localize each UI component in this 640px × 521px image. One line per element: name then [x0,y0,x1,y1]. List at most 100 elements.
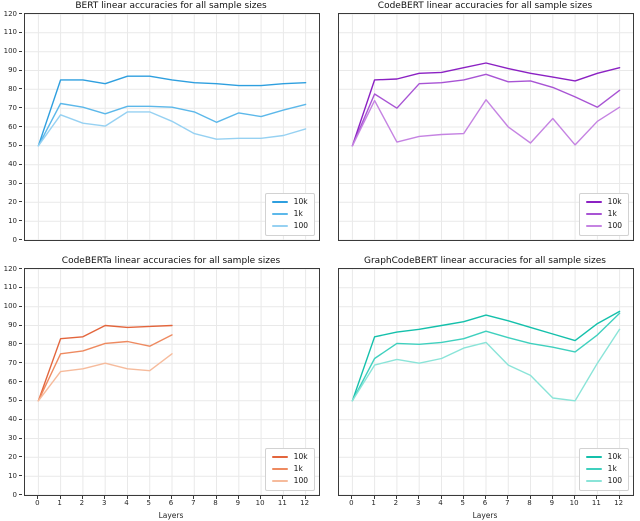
legend: 10k 1k 100 [578,193,629,236]
x-tick-mark [418,496,420,499]
y-tick-mark [19,88,22,90]
legend-label: 100 [293,221,308,230]
y-tick-label: 90 [8,66,17,74]
y-tick-label: 110 [3,283,17,292]
legend-label: 1k [607,209,617,218]
x-tick-mark [462,496,464,499]
x-tick-mark [260,496,262,499]
y-tick-label: 50 [8,396,17,405]
x-tick-label: 4 [438,499,443,507]
legend-item-10k: 10k [271,451,308,463]
x-tick-label: 8 [213,499,218,507]
legend-item-100: 100 [585,475,622,487]
legend-label: 10k [607,197,622,206]
y-tick-label: 120 [3,264,17,273]
series-line-1k [351,73,621,147]
y-tick-mark [19,31,22,33]
x-tick-label: 8 [527,499,532,507]
y-tick-label: 0 [12,235,17,244]
y-tick-label: 0 [12,490,17,499]
y-tick-label: 70 [8,358,17,367]
legend: 10k 1k 100 [264,193,315,236]
x-tick-label: 9 [549,499,555,507]
legend-label: 100 [293,476,308,485]
chart-panel-codeberta: CodeBERTa linear accuracies for all samp… [4,256,320,520]
legend-item-1k: 1k [585,463,622,475]
legend-swatch [271,225,288,227]
y-tick-label: 70 [8,103,17,112]
x-tick-label: 7 [191,499,196,507]
y-tick-mark [19,456,22,458]
y-tick-label: 110 [3,28,17,37]
legend-swatch [585,456,602,458]
y-tick-mark [19,182,22,184]
x-tick-label: 11 [591,499,601,507]
x-tick-label: 10 [569,499,579,507]
series-line-10k [37,75,307,147]
series-line-1k [37,102,307,147]
x-tick-label: 1 [57,499,62,507]
x-tick-label: 1 [371,499,376,507]
legend-swatch [585,468,602,470]
legend-label: 10k [293,197,308,206]
y-tick-mark [19,201,22,203]
chart-title: CodeBERTa linear accuracies for all samp… [61,256,281,266]
x-tick-mark [574,496,576,499]
series-line-100 [351,98,621,147]
x-tick-mark [485,496,486,499]
series-line-100 [37,111,307,147]
x-tick-label: 4 [124,499,129,507]
legend: 10k 1k 100 [264,448,315,491]
x-tick-label: 11 [277,499,287,507]
x-tick-label: 3 [101,499,107,507]
y-tick-label: 30 [8,179,17,187]
x-tick-label: 5 [146,499,151,507]
y-tick-label: 40 [8,160,17,169]
y-tick-mark [19,343,22,345]
x-tick-label: 5 [460,499,465,507]
x-tick-mark [304,496,306,499]
x-tick-label: 6 [168,499,174,507]
y-tick-label: 60 [8,377,17,386]
x-tick-label: 10 [255,499,265,507]
x-tick-mark [81,496,83,499]
legend-swatch [271,468,288,470]
chart-panel-graphcodebert: GraphCodeBERT linear accuracies for all … [338,256,634,520]
legend-swatch [271,456,288,458]
x-tick-mark [551,496,553,499]
y-tick-mark [19,239,22,240]
legend-swatch [271,201,288,203]
x-axis-label: Layers [158,511,184,520]
y-tick-label: 10 [8,216,17,225]
gridlines [25,269,319,495]
x-tick-mark [529,496,531,499]
legend-swatch [585,213,602,215]
legend-label: 10k [607,452,622,461]
y-tick-mark [19,107,22,109]
y-tick-label: 10 [8,471,17,480]
y-tick-label: 20 [8,452,17,461]
x-axis-label: Layers [472,511,498,520]
y-tick-label: 100 [3,302,17,311]
y-tick-mark [19,144,22,146]
y-tick-mark [19,494,22,495]
x-tick-mark [104,496,106,499]
x-axis-ticks: 0 1 2 3 4 5 6 7 8 9 10 11 12 [338,496,632,508]
legend-item-10k: 10k [585,196,622,208]
legend-item-1k: 1k [271,208,308,220]
x-tick-mark [395,496,397,499]
y-tick-mark [19,381,22,382]
series-line-10k [37,324,173,402]
chart-panel-bert: BERT linear accuracies for all sample si… [4,1,320,244]
x-tick-label: 7 [505,499,510,507]
y-tick-label: 120 [3,9,17,18]
x-tick-mark [618,496,620,499]
legend-swatch [585,480,602,482]
legend-label: 100 [607,221,622,230]
y-tick-label: 30 [8,434,17,442]
x-tick-mark [596,496,598,499]
x-tick-mark [373,496,375,499]
x-tick-mark [282,496,284,499]
chart-title: GraphCodeBERT linear accuracies for all … [364,256,606,266]
legend-swatch [585,225,602,227]
